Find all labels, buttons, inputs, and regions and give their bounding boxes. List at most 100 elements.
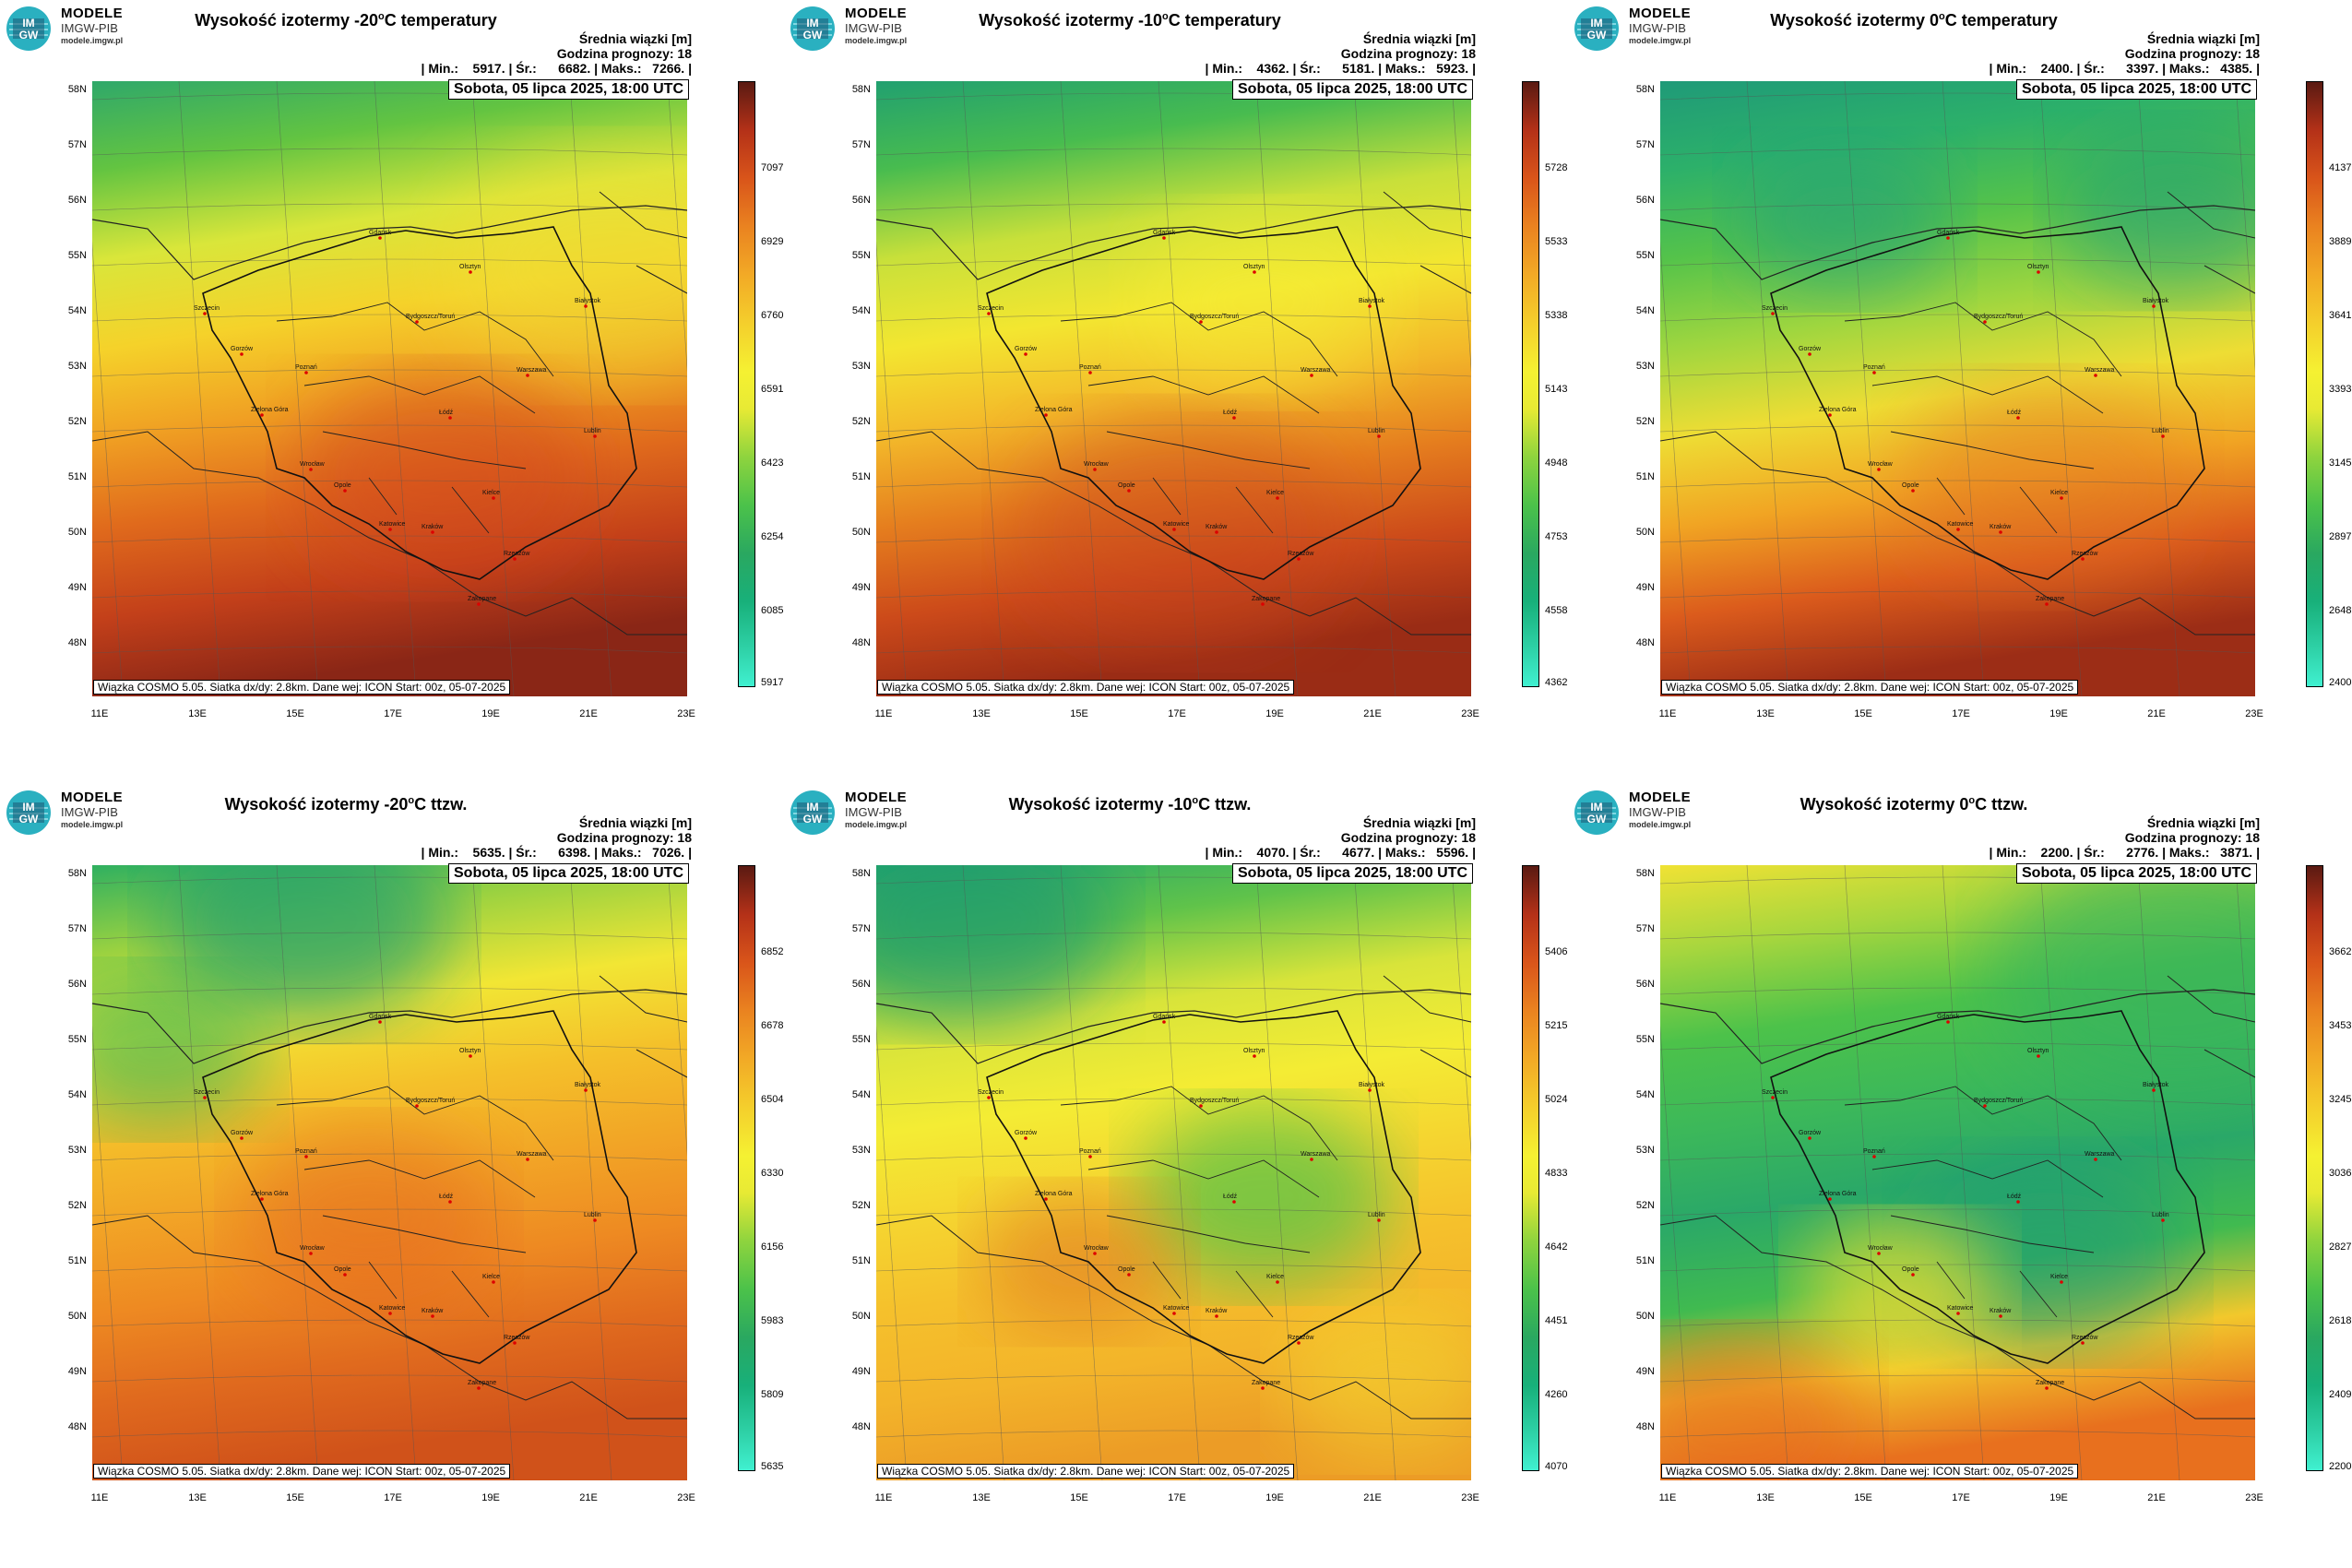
svg-text:Opole: Opole — [1118, 482, 1135, 489]
svg-text:Opole: Opole — [334, 1266, 351, 1273]
lat-tick-label: 53N — [1635, 361, 1655, 372]
colorbar-label: 2618 — [2329, 1315, 2352, 1326]
svg-text:Łódź: Łódź — [439, 410, 454, 416]
svg-text:Szczecin: Szczecin — [1762, 1089, 1788, 1096]
colorbar — [1522, 81, 1539, 687]
info-stats: | Min.: 2400. | Śr.: 3397. | Maks.: 4385… — [1989, 61, 2260, 76]
valid-date: Sobota, 05 lipca 2025, 18:00 UTC — [1232, 863, 1473, 884]
stats-box: Średnia wiązki [m] Godzina prognozy: 18 … — [1990, 31, 2260, 76]
svg-text:Białystok: Białystok — [2143, 298, 2169, 304]
imgw-logo[interactable]: IM GW MODELE IMGW-PIB modele.imgw.pl — [790, 790, 937, 836]
svg-text:IM: IM — [806, 17, 818, 30]
logo-line2: IMGW-PIB — [61, 805, 118, 819]
coastline — [876, 989, 1471, 1064]
svg-text:Wrocław: Wrocław — [1868, 1245, 1894, 1252]
lon-tick-label: 17E — [1168, 708, 1186, 719]
coastline — [876, 205, 1471, 280]
imgw-logo[interactable]: IM GW MODELE IMGW-PIB modele.imgw.pl — [6, 790, 153, 836]
graticule — [1660, 81, 2255, 696]
imgw-logo[interactable]: IM GW MODELE IMGW-PIB modele.imgw.pl — [790, 6, 937, 52]
model-footer: Wiązka COSMO 5.05. Siatka dx/dy: 2.8km. … — [1661, 1464, 2079, 1479]
colorbar-label: 4260 — [1545, 1389, 1568, 1400]
colorbar — [2306, 81, 2323, 687]
svg-text:Lublin: Lublin — [2152, 1212, 2169, 1218]
info-units: Średnia wiązki [m] — [2146, 815, 2260, 830]
map-canvas: Gdańsk Olsztyn Białystok Szczecin Bydgoszcz/… — [1660, 865, 2255, 1480]
svg-text:Zielona Góra: Zielona Góra — [1035, 407, 1073, 413]
svg-text:GW: GW — [1587, 29, 1607, 42]
panel-title: Wysokość izotermy -20oC temperatury — [195, 11, 497, 30]
svg-text:Szczecin: Szczecin — [194, 305, 220, 312]
svg-text:Olsztyn: Olsztyn — [1243, 1048, 1265, 1054]
map-canvas: Gdańsk Olsztyn Białystok Szczecin Bydgoszcz/… — [92, 81, 687, 696]
lat-tick-label: 55N — [1635, 1034, 1655, 1045]
lon-tick-label: 23E — [2245, 708, 2263, 719]
lat-tick-label: 51N — [851, 1255, 871, 1266]
colorbar-label: 6254 — [761, 531, 784, 542]
colorbar-label: 2827 — [2329, 1241, 2352, 1253]
svg-text:Wrocław: Wrocław — [300, 1245, 326, 1252]
lat-tick-label: 57N — [851, 139, 871, 150]
svg-text:Rzeszów: Rzeszów — [2072, 1335, 2098, 1341]
logo-line1: MODELE — [1629, 790, 1692, 805]
svg-text:Poznań: Poznań — [295, 364, 317, 371]
svg-text:IM: IM — [22, 801, 34, 814]
svg-text:Zielona Góra: Zielona Góra — [251, 407, 289, 413]
svg-text:Warszawa: Warszawa — [517, 1151, 547, 1158]
imgw-logo[interactable]: IM GW MODELE IMGW-PIB modele.imgw.pl — [1574, 6, 1721, 52]
svg-text:Lublin: Lublin — [1368, 1212, 1385, 1218]
svg-text:Opole: Opole — [1118, 1266, 1135, 1273]
lat-tick-label: 58N — [851, 868, 871, 879]
country-borders — [92, 191, 687, 636]
svg-text:Kraków: Kraków — [422, 524, 444, 530]
lat-tick-label: 52N — [67, 416, 87, 427]
svg-text:IM: IM — [1590, 801, 1602, 814]
info-forecast-hour: Godzina prognozy: 18 — [1340, 830, 1476, 845]
svg-text:Zakopane: Zakopane — [1252, 1380, 1280, 1386]
voivodeship-borders — [1844, 1086, 2122, 1318]
svg-text:Zakopane: Zakopane — [468, 596, 496, 602]
svg-text:Lublin: Lublin — [1368, 428, 1385, 434]
info-forecast-hour: Godzina prognozy: 18 — [2124, 46, 2260, 61]
logo-url: modele.imgw.pl — [61, 820, 124, 829]
lat-tick-label: 56N — [851, 979, 871, 990]
field-anomalies — [1015, 212, 1393, 649]
lat-tick-label: 49N — [67, 582, 87, 593]
svg-text:Gorzów: Gorzów — [231, 346, 254, 352]
lat-tick-label: 54N — [1635, 1089, 1655, 1100]
lat-tick-label: 58N — [67, 868, 87, 879]
svg-text:Szczecin: Szczecin — [1762, 305, 1788, 312]
colorbar-label: 6760 — [761, 310, 784, 321]
info-stats: | Min.: 5917. | Śr.: 6682. | Maks.: 7266… — [421, 61, 692, 76]
lat-tick-label: 49N — [67, 1366, 87, 1377]
lat-tick-label: 50N — [1635, 1311, 1655, 1322]
svg-text:IM: IM — [1590, 17, 1602, 30]
svg-text:Olsztyn: Olsztyn — [2027, 1048, 2049, 1054]
svg-text:Rzeszów: Rzeszów — [2072, 551, 2098, 557]
logo-url: modele.imgw.pl — [845, 36, 908, 45]
svg-text:Łódź: Łódź — [1223, 1194, 1238, 1200]
svg-text:Łódź: Łódź — [2007, 410, 2022, 416]
logo-url: modele.imgw.pl — [1629, 820, 1692, 829]
panel-title: Wysokość izotermy 0oC temperatury — [1770, 11, 2058, 30]
logo-url: modele.imgw.pl — [1629, 36, 1692, 45]
lon-tick-label: 11E — [1658, 1492, 1677, 1503]
colorbar-label: 6678 — [761, 1020, 784, 1031]
lon-tick-label: 13E — [972, 1492, 991, 1503]
svg-text:Lublin: Lublin — [584, 428, 601, 434]
logo-url: modele.imgw.pl — [61, 36, 124, 45]
svg-text:Warszawa: Warszawa — [1301, 1151, 1331, 1158]
stats-box: Średnia wiązki [m] Godzina prognozy: 18 … — [1206, 31, 1476, 76]
svg-text:Rzeszów: Rzeszów — [504, 1335, 530, 1341]
svg-text:Bydgoszcz/Toruń: Bydgoszcz/Toruń — [406, 314, 455, 320]
imgw-logo[interactable]: IM GW MODELE IMGW-PIB modele.imgw.pl — [1574, 790, 1721, 836]
lat-tick-label: 57N — [67, 923, 87, 934]
svg-text:Gdańsk: Gdańsk — [1153, 230, 1176, 236]
imgw-logo[interactable]: IM GW MODELE IMGW-PIB modele.imgw.pl — [6, 6, 153, 52]
svg-text:Gdańsk: Gdańsk — [369, 230, 392, 236]
svg-text:Olsztyn: Olsztyn — [2027, 264, 2049, 270]
city-markers: Gdańsk Olsztyn Białystok Szczecin Bydgoszcz/… — [194, 230, 601, 606]
panel-title: Wysokość izotermy -10oC ttzw. — [1008, 795, 1252, 814]
colorbar-label: 6852 — [761, 946, 784, 957]
